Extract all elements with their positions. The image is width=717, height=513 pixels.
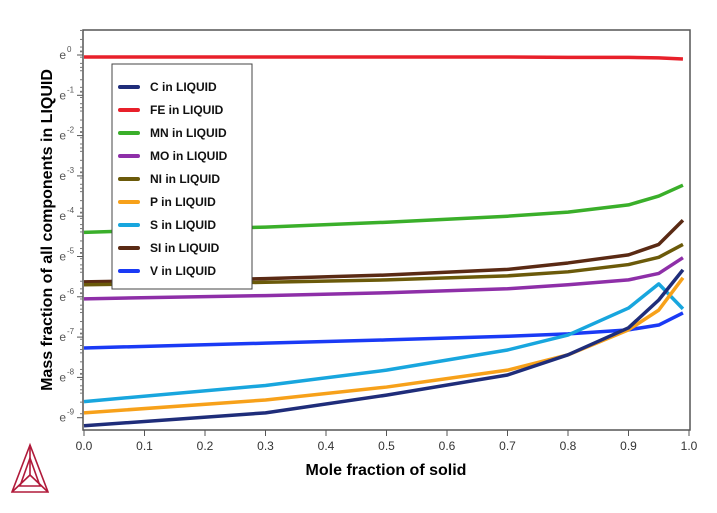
y-tick-exponent: -2	[67, 126, 75, 135]
y-tick-exponent: -4	[67, 206, 75, 215]
y-tick-label: e	[59, 290, 66, 304]
legend-label: S in LIQUID	[150, 218, 216, 232]
legend-box	[111, 63, 253, 290]
legend-label: V in LIQUID	[150, 264, 216, 278]
x-tick-label: 0.2	[197, 439, 214, 453]
legend-label: C in LIQUID	[150, 80, 217, 94]
y-tick-exponent: -3	[67, 166, 75, 175]
series-line	[83, 276, 685, 415]
legend-label: SI in LIQUID	[150, 241, 220, 255]
legend-label: MO in LIQUID	[150, 149, 228, 163]
y-tick-exponent: -1	[67, 85, 75, 94]
y-tick-exponent: -6	[67, 287, 75, 296]
x-tick-label: 0.1	[136, 439, 153, 453]
y-tick-exponent: -5	[67, 247, 75, 256]
x-tick-label: 0.9	[620, 439, 637, 453]
x-tick-label: 0.3	[257, 439, 274, 453]
series-line	[83, 218, 685, 284]
y-tick-exponent: -9	[67, 408, 75, 417]
y-tick-label: e	[59, 250, 66, 264]
y-tick-label: e	[59, 411, 66, 425]
series-line	[83, 183, 684, 235]
y-tick-label: e	[59, 169, 66, 183]
legend-label: NI in LIQUID	[150, 172, 220, 186]
legend: C in LIQUID FE in LIQUID MN in LIQUID MO in…	[111, 63, 253, 290]
x-tick-label: 0.7	[499, 439, 516, 453]
y-tick-label: e	[59, 129, 66, 143]
y-tick-label: e	[59, 88, 66, 102]
x-tick-label: 0.6	[439, 439, 456, 453]
y-tick-label: e	[59, 330, 66, 344]
x-tick-label: 0.8	[560, 439, 577, 453]
series-line	[83, 268, 685, 428]
x-tick-label: 0.0	[76, 439, 93, 453]
series-line	[83, 282, 685, 404]
series-line	[84, 55, 684, 61]
y-tick-label: e	[59, 209, 66, 223]
series-line	[83, 311, 684, 350]
x-tick-label: 1.0	[681, 439, 698, 453]
y-tick-label: e	[59, 370, 66, 384]
y-axis-label: Mass fraction of all components in LIQUI…	[39, 69, 56, 391]
legend-label: FE in LIQUID	[150, 103, 224, 117]
series-line	[83, 242, 684, 287]
legend-label: MN in LIQUID	[150, 126, 227, 140]
series-line	[83, 256, 684, 301]
y-tick-exponent: 0	[67, 45, 72, 54]
x-tick-label: 0.5	[378, 439, 395, 453]
x-tick-label: 0.4	[318, 439, 335, 453]
legend-label: P in LIQUID	[150, 195, 216, 209]
thermo-calc-logo	[10, 442, 50, 493]
x-axis-label: Mole fraction of solid	[306, 462, 467, 479]
y-tick-exponent: -8	[67, 367, 75, 376]
y-tick-exponent: -7	[67, 327, 75, 336]
y-tick-label: e	[59, 48, 66, 62]
